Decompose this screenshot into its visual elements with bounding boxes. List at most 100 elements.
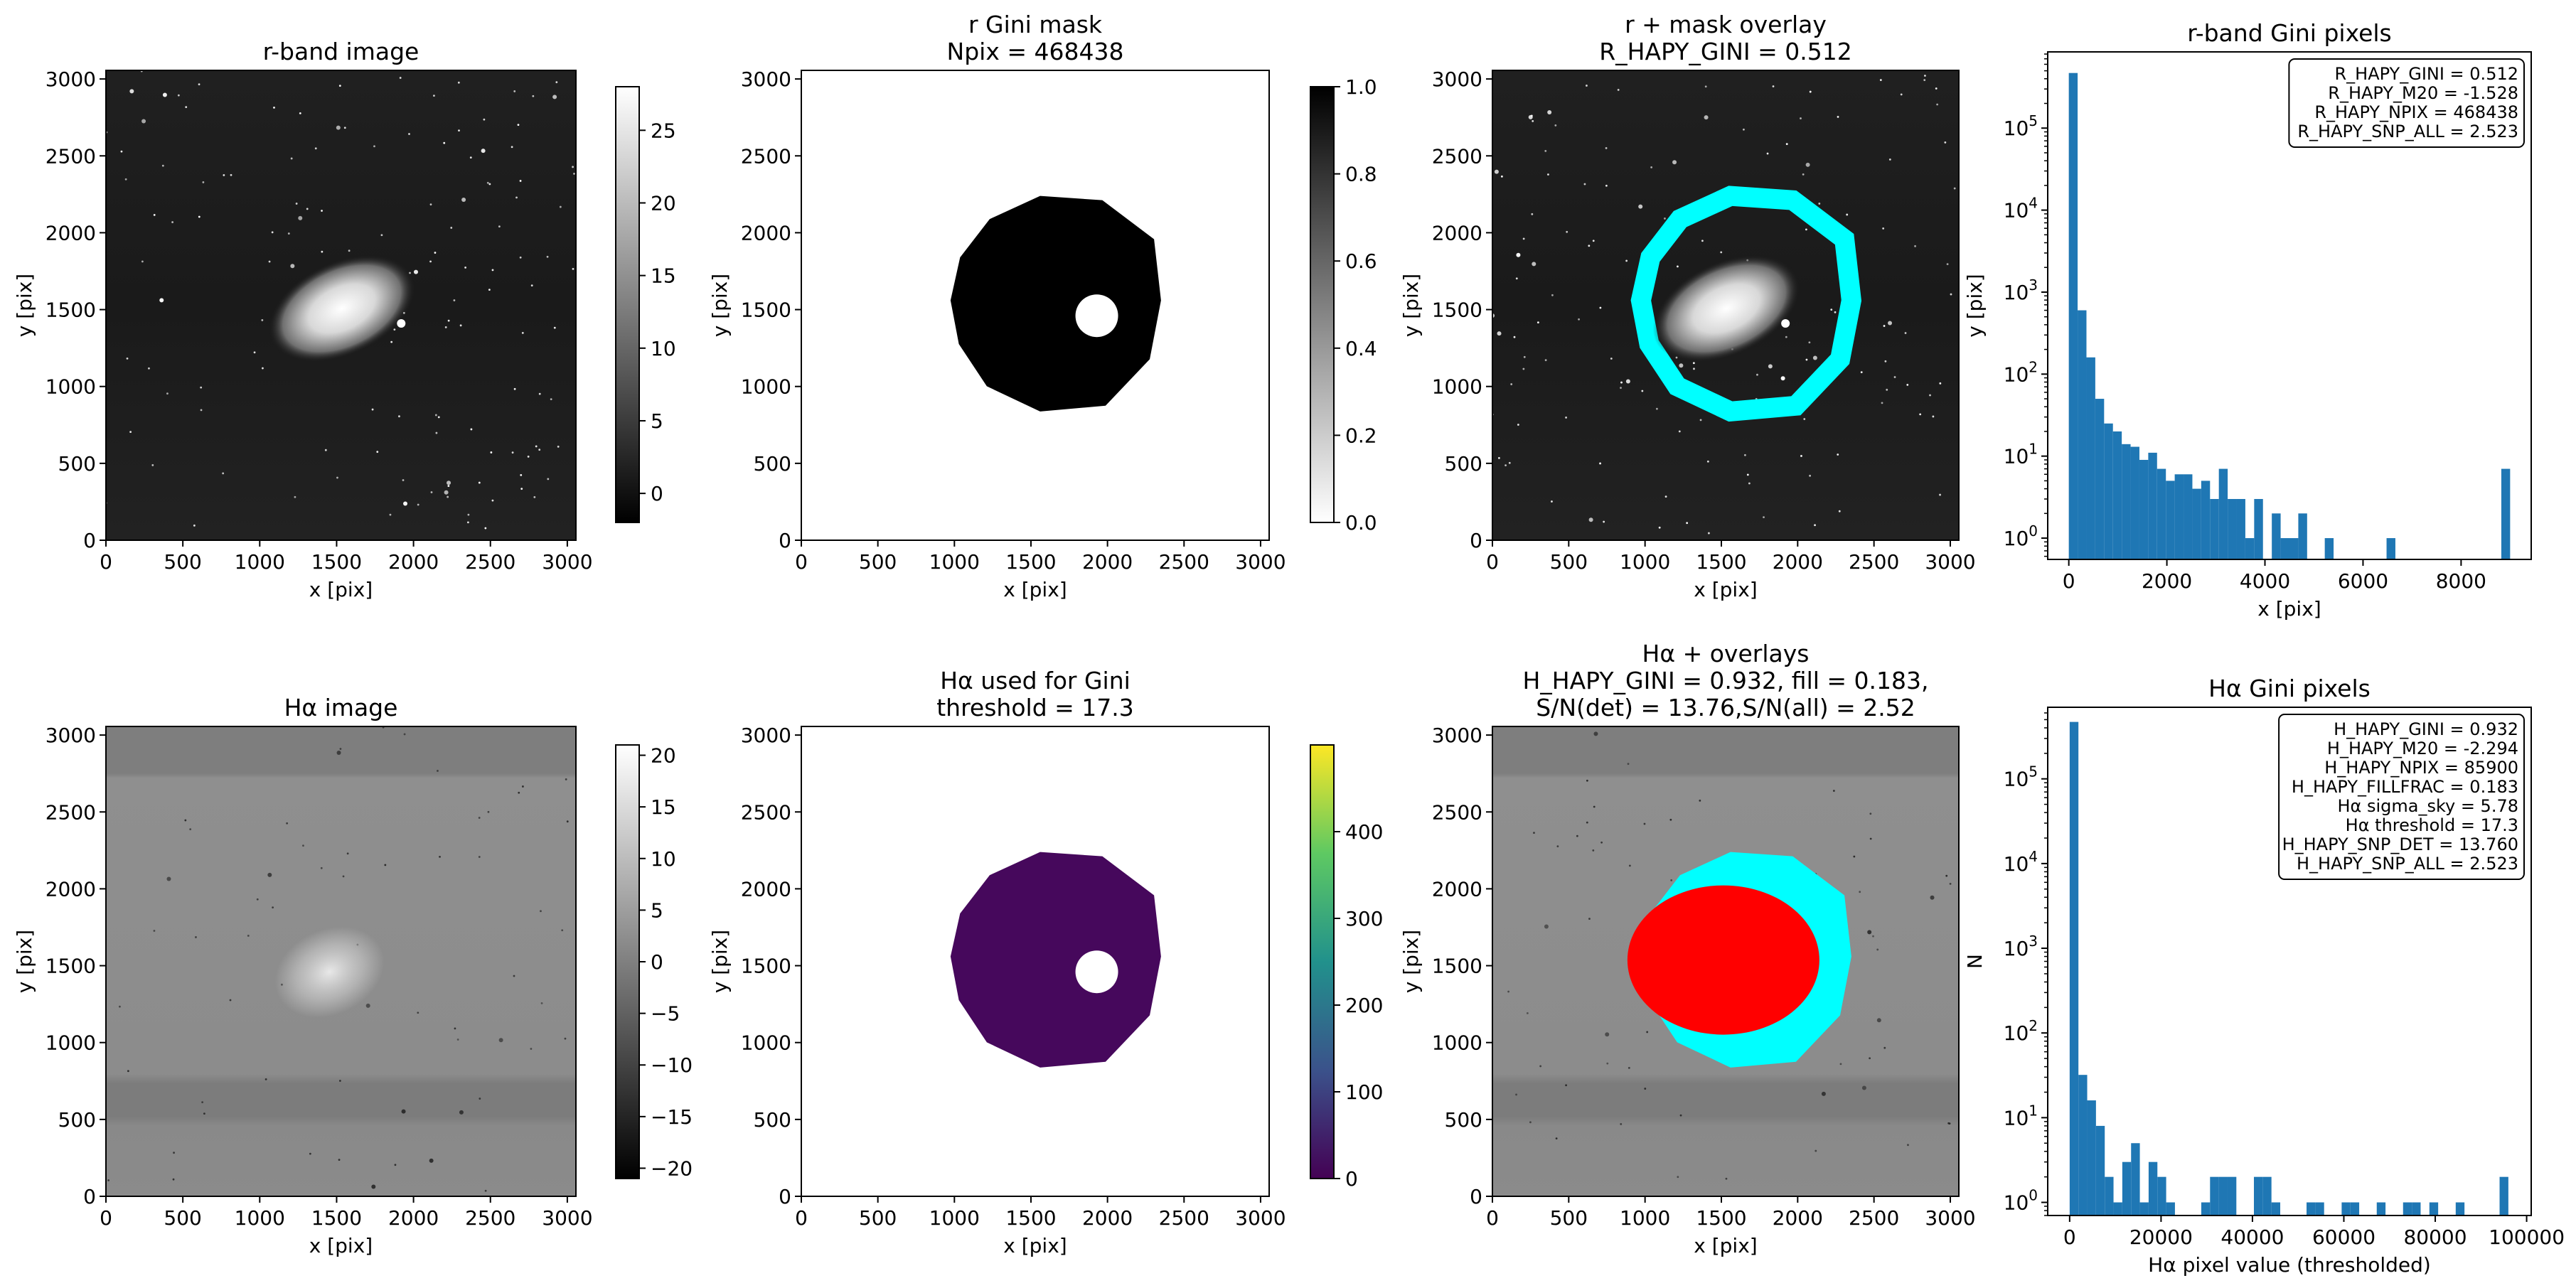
x-axis-label: x [pix]: [1003, 578, 1067, 601]
y-tick-label: 1000: [741, 375, 791, 399]
panel-title: Hα Gini pixels: [2208, 675, 2371, 702]
star: [1800, 455, 1802, 457]
star: [532, 95, 535, 97]
star: [1832, 790, 1835, 792]
x-tick-label: 1000: [929, 1206, 980, 1230]
star: [223, 174, 225, 176]
star: [1646, 1031, 1649, 1034]
star: [302, 844, 304, 847]
plot-frame: [2047, 707, 2532, 1216]
histogram-bar: [2201, 481, 2211, 559]
star: [141, 119, 146, 124]
colorbar: [616, 87, 639, 522]
x-axis-label: x [pix]: [1003, 1234, 1067, 1257]
colorbar-tick-label: 300: [1345, 907, 1383, 930]
star: [1620, 387, 1622, 390]
star: [1846, 213, 1849, 216]
star: [1592, 240, 1595, 242]
y-axis-label: y [pix]: [13, 274, 36, 337]
star: [1516, 252, 1521, 257]
star: [572, 267, 574, 270]
star: [1515, 1093, 1517, 1096]
galaxy: [274, 926, 385, 1018]
image-area: [1492, 726, 1959, 1196]
star: [459, 1110, 464, 1115]
star: [469, 156, 472, 159]
star: [1544, 924, 1549, 929]
star: [1805, 162, 1810, 167]
star: [527, 455, 530, 458]
stats-line: H_HAPY_SNP_DET = 13.760: [2282, 834, 2518, 854]
star: [557, 446, 560, 448]
star: [1686, 522, 1689, 525]
histogram-bar: [2298, 513, 2307, 559]
star: [521, 785, 524, 788]
star: [515, 196, 518, 199]
x-axis-label: Hα pixel value (thresholded): [2148, 1253, 2431, 1277]
star: [450, 227, 453, 229]
star: [1625, 379, 1630, 384]
star: [166, 876, 171, 881]
star: [1935, 87, 1938, 90]
star: [447, 319, 450, 322]
bright-star: [397, 319, 406, 328]
star: [1809, 474, 1811, 477]
star: [1643, 822, 1646, 825]
histogram-bar: [2113, 1202, 2122, 1215]
star: [1936, 103, 1939, 106]
y-tick-label: 2000: [1432, 877, 1482, 901]
x-tick-label: 3000: [1235, 550, 1286, 574]
star: [1785, 336, 1787, 338]
star: [336, 476, 338, 479]
star: [201, 1101, 203, 1104]
star: [398, 415, 400, 418]
star: [1603, 520, 1605, 523]
star: [198, 83, 201, 86]
star: [453, 299, 456, 301]
y-tick-label: 104: [2004, 848, 2038, 876]
y-tick-label: 0: [1470, 529, 1482, 552]
y-tick-label: 100: [2004, 522, 2038, 550]
star: [1924, 75, 1926, 77]
histogram-bar: [2271, 1202, 2281, 1215]
y-tick-label: 2500: [1432, 800, 1482, 824]
star: [1802, 173, 1805, 176]
star: [417, 1011, 419, 1014]
star: [1780, 376, 1785, 381]
stats-line: H_HAPY_FILLFRAC = 0.183: [2292, 777, 2518, 797]
star: [573, 173, 575, 175]
star: [1808, 341, 1811, 344]
star: [1701, 240, 1704, 242]
stats-line: H_HAPY_NPIX = 85900: [2324, 758, 2518, 778]
star: [148, 367, 150, 370]
star: [1886, 388, 1888, 391]
star: [478, 481, 481, 484]
star: [1664, 218, 1666, 220]
stats-box: [2278, 714, 2526, 880]
star: [200, 386, 203, 389]
stats-line: Hα sigma_sky = 5.78: [2337, 796, 2518, 816]
star: [295, 203, 298, 205]
star: [1812, 355, 1817, 360]
panel-title: r-band image: [263, 38, 419, 65]
star: [430, 491, 433, 493]
star: [126, 357, 129, 360]
histogram-bar: [2130, 446, 2139, 559]
x-tick-label: 80000: [2403, 1225, 2467, 1249]
x-tick-label: 2500: [1849, 550, 1899, 574]
star: [519, 256, 522, 259]
star: [1576, 834, 1578, 837]
stats-box: [2288, 58, 2525, 148]
star: [552, 95, 557, 100]
y-tick-label: 105: [2004, 763, 2038, 791]
star: [538, 392, 541, 395]
x-tick-label: 0: [795, 550, 808, 574]
histogram-bar: [2157, 1176, 2166, 1215]
panel-title: Hα image: [284, 694, 398, 721]
star: [1881, 402, 1883, 404]
star: [1530, 114, 1533, 117]
star: [561, 929, 564, 932]
star: [413, 269, 418, 274]
star: [1837, 454, 1839, 456]
star: [1906, 384, 1909, 386]
